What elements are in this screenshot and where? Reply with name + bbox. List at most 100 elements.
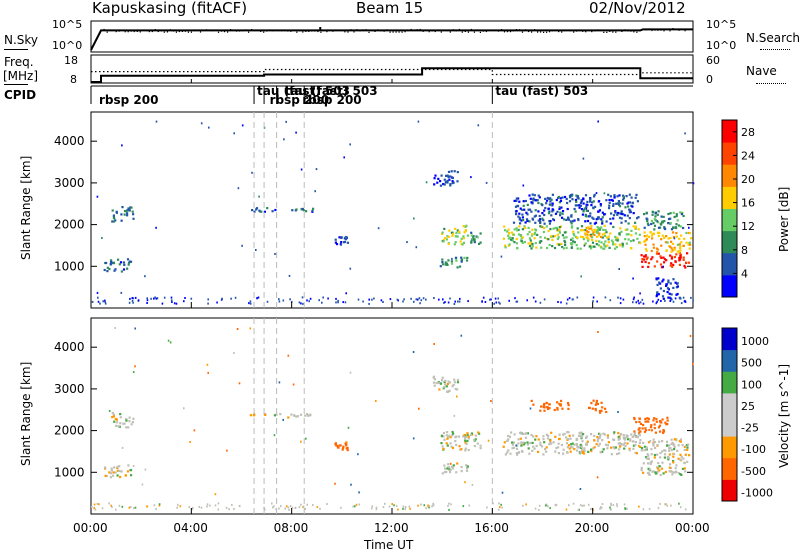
heatmap-cell bbox=[566, 431, 569, 434]
heatmap-cell bbox=[552, 235, 555, 238]
heatmap-speckle bbox=[554, 504, 557, 507]
heatmap-cell bbox=[559, 211, 562, 214]
heatmap-cell bbox=[570, 214, 573, 217]
cpid-label: CPID bbox=[4, 88, 37, 102]
heatmap-cell bbox=[113, 466, 116, 469]
heatmap-speckle bbox=[670, 504, 672, 507]
heatmap-cell bbox=[558, 226, 561, 229]
nsky-sample bbox=[344, 31, 346, 33]
nsky-sample bbox=[663, 30, 665, 32]
heatmap-cell bbox=[558, 433, 561, 436]
heatmap-cell bbox=[594, 205, 597, 208]
heatmap-cell bbox=[622, 196, 625, 200]
heatmap-cell bbox=[541, 204, 544, 207]
heatmap-cell bbox=[518, 451, 521, 454]
heatmap-cell bbox=[544, 197, 547, 200]
nsky-sample bbox=[115, 31, 117, 33]
heatmap-speckle bbox=[632, 301, 634, 304]
heatmap-cell bbox=[616, 236, 619, 239]
heatmap-cell bbox=[463, 256, 466, 259]
heatmap-cell bbox=[547, 212, 551, 215]
heatmap-cell bbox=[618, 203, 621, 206]
velocity-ylabel: Slant Range [km] bbox=[19, 362, 33, 466]
heatmap-speckle bbox=[298, 506, 301, 509]
heatmap-cell bbox=[667, 279, 670, 282]
heatmap-cell bbox=[441, 231, 444, 234]
heatmap-cell bbox=[656, 453, 659, 456]
heatmap-speckle bbox=[417, 504, 419, 507]
heatmap-cell bbox=[656, 213, 659, 216]
heatmap-cell bbox=[647, 454, 650, 457]
nsky-sample bbox=[666, 29, 668, 31]
nsky-sample bbox=[353, 31, 355, 33]
heatmap-cell bbox=[531, 228, 534, 231]
heatmap-cell bbox=[608, 246, 611, 249]
heatmap-cell bbox=[451, 176, 454, 180]
heatmap-speckle bbox=[150, 297, 152, 300]
heatmap-speckle bbox=[94, 508, 97, 511]
heatmap-speckle bbox=[368, 298, 370, 301]
heatmap-speckle bbox=[304, 508, 306, 510]
heatmap-cell bbox=[510, 238, 513, 241]
heatmap-cell bbox=[536, 233, 539, 236]
heatmap-cell bbox=[650, 219, 653, 223]
heatmap-cell bbox=[444, 379, 447, 382]
x-tick-label: 12:00 bbox=[374, 521, 409, 535]
heatmap-cell bbox=[599, 411, 602, 414]
heatmap-cell bbox=[568, 447, 571, 450]
heatmap-speckle bbox=[410, 297, 412, 300]
heatmap-speckle bbox=[492, 502, 494, 505]
heatmap-cell bbox=[580, 225, 584, 228]
heatmap-cell bbox=[674, 471, 677, 474]
power-colorbar-segment bbox=[722, 186, 737, 209]
heatmap-cell bbox=[601, 236, 604, 239]
heatmap-cell bbox=[647, 262, 650, 265]
heatmap-speckle bbox=[422, 297, 425, 300]
heatmap-cell bbox=[465, 464, 468, 467]
heatmap-cell bbox=[504, 246, 507, 249]
heatmap-cell bbox=[550, 442, 553, 445]
heatmap-cell bbox=[476, 236, 479, 239]
heatmap-cell bbox=[669, 236, 672, 240]
heatmap-cell bbox=[653, 427, 656, 430]
heatmap-cell bbox=[573, 241, 576, 244]
heatmap-cell bbox=[561, 212, 564, 215]
heatmap-cell bbox=[628, 211, 631, 214]
heatmap-speckle bbox=[579, 504, 582, 507]
freq-legend-line bbox=[4, 84, 28, 85]
heatmap-cell bbox=[515, 237, 518, 241]
heatmap-cell bbox=[618, 448, 621, 451]
heatmap-cell bbox=[620, 217, 623, 220]
heatmap-cell bbox=[565, 236, 568, 239]
heatmap-speckle bbox=[134, 296, 137, 299]
heatmap-cell bbox=[126, 470, 130, 473]
heatmap-speckle bbox=[596, 476, 599, 479]
heatmap-cell bbox=[559, 403, 562, 406]
nsky-sample bbox=[127, 31, 129, 33]
heatmap-cell bbox=[609, 217, 612, 220]
heatmap-cell bbox=[339, 444, 342, 447]
heatmap-cell bbox=[676, 449, 679, 452]
heatmap-cell bbox=[614, 211, 617, 214]
nsky-ytick-label: 10^0 bbox=[52, 39, 82, 52]
heatmap-cell bbox=[528, 230, 531, 233]
heatmap-speckle bbox=[592, 296, 595, 299]
heatmap-speckle bbox=[402, 505, 405, 508]
heatmap-cell bbox=[638, 417, 641, 420]
heatmap-speckle bbox=[96, 502, 99, 505]
heatmap-cell bbox=[113, 420, 116, 423]
heatmap-cell bbox=[579, 235, 583, 238]
heatmap-cell bbox=[678, 251, 681, 254]
heatmap-cell bbox=[669, 447, 672, 450]
heatmap-cell bbox=[541, 217, 544, 220]
heatmap-cell bbox=[115, 421, 119, 424]
heatmap-cell bbox=[620, 221, 623, 224]
heatmap-cell bbox=[595, 243, 598, 246]
heatmap-speckle bbox=[600, 506, 603, 509]
heatmap-speckle bbox=[104, 299, 106, 302]
heatmap-cell bbox=[109, 262, 112, 265]
heatmap-cell bbox=[654, 219, 657, 222]
heatmap-speckle bbox=[275, 508, 277, 511]
heatmap-cell bbox=[470, 241, 473, 244]
heatmap-cell bbox=[676, 243, 680, 246]
